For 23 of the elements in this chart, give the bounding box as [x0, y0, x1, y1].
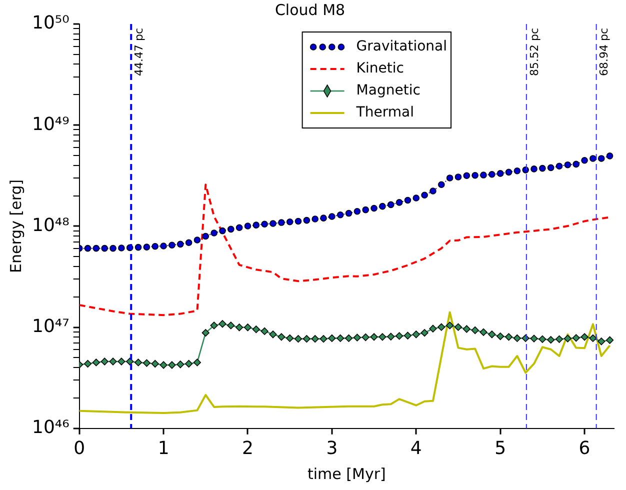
legend-label: Magnetic — [356, 82, 420, 99]
y-tick-label: 10⁴⁶ — [32, 417, 70, 438]
y-tick-label: 10⁴⁹ — [32, 114, 70, 135]
x-tick-label: 3 — [326, 438, 338, 459]
legend-label: Thermal — [355, 104, 414, 121]
x-tick-label: 5 — [494, 438, 506, 459]
y-tick-label: 10⁴⁸ — [32, 214, 70, 236]
x-tick-label: 2 — [242, 438, 254, 459]
x-tick-label: 1 — [158, 438, 170, 459]
ref-line-label: 68.94 pc — [598, 28, 611, 76]
x-tick-label: 4 — [410, 438, 422, 459]
chart-title: Cloud M8 — [274, 0, 346, 19]
ref-line-label: 85.52 pc — [528, 28, 541, 76]
legend-label: Kinetic — [356, 60, 404, 77]
y-axis-title: Energy [erg] — [6, 179, 25, 274]
x-tick-label: 0 — [74, 438, 86, 459]
line-series — [79, 184, 610, 316]
y-tick-label: 10⁵⁰ — [32, 12, 70, 34]
legend-label: Gravitational — [356, 38, 448, 55]
x-tick-label: 6 — [578, 438, 590, 459]
x-axis-title: time [Myr] — [307, 464, 386, 483]
ref-line-label: 44.47 pc — [132, 28, 146, 76]
y-tick-label: 10⁴⁷ — [32, 316, 70, 337]
